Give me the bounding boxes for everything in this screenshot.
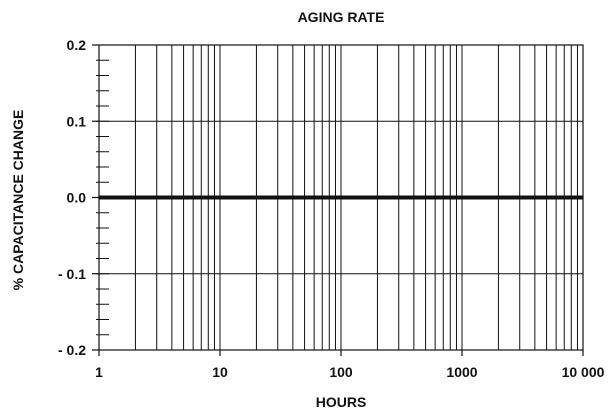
- y-tick-label: 0.0: [67, 190, 87, 206]
- y-axis-label: % CAPACITANCE CHANGE: [10, 110, 26, 291]
- x-tick-label: 100: [329, 364, 353, 380]
- x-tick-label: 1000: [446, 364, 477, 380]
- x-tick-label: 10 000: [562, 364, 605, 380]
- y-tick-label: - 0.2: [58, 342, 86, 358]
- y-tick-label: - 0.1: [58, 266, 86, 282]
- chart-title: AGING RATE: [298, 9, 385, 25]
- x-tick-label: 1: [95, 364, 103, 380]
- plot-area: 0.2 0.1 0.0 - 0.1 - 0.2 1 10 100 1000 10 000: [58, 37, 605, 380]
- y-tick-label: 0.2: [67, 37, 87, 53]
- y-tick-label: 0.1: [67, 113, 87, 129]
- x-tick-label: 10: [212, 364, 228, 380]
- x-axis-label: HOURS: [316, 394, 367, 410]
